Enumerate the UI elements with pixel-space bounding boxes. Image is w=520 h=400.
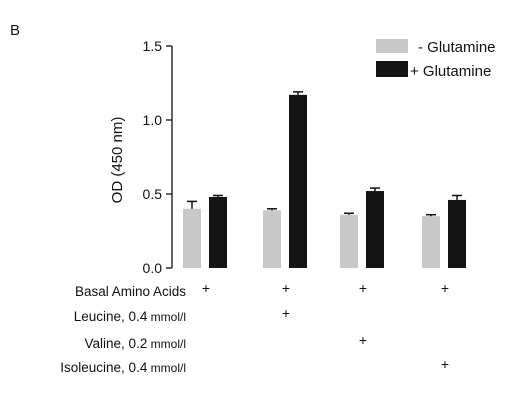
condition-label: Isoleucine, 0.4 mmol/l [60,360,186,375]
condition-label: Leucine, 0.4 mmol/l [74,309,186,324]
bar-plus-glutamine [448,199,466,268]
condition-marker: + [359,332,367,348]
bar-minus-glutamine [263,210,281,268]
bar-minus-glutamine [422,216,440,268]
bar-plus-glutamine [289,94,307,268]
y-tick-label: 0.0 [143,260,163,276]
condition-label: Valine, 0.2 mmol/l [85,336,186,351]
legend-label-plus-glutamine: + Glutamine [410,63,491,80]
y-tick-label: 1.5 [143,38,163,54]
panel-label: B [10,22,20,39]
condition-table: Basal Amino Acids + + + + Leucine, 0.4 mmol/l… [60,280,449,375]
bar-minus-glutamine [340,214,358,268]
condition-marker: + [282,305,290,321]
condition-marker: + [441,356,449,372]
legend-swatch-minus-glutamine [376,39,408,53]
y-ticks: 0.0 0.5 1.0 1.5 [143,38,172,276]
legend: - Glutamine + Glutamine [376,39,496,80]
y-axis-title: OD (450 nm) [109,117,126,204]
condition-marker: + [282,280,290,296]
bar-plus-glutamine [209,196,227,268]
legend-swatch-plus-glutamine [376,61,408,77]
y-tick-label: 0.5 [143,186,163,202]
bars [183,91,466,268]
condition-marker: + [359,280,367,296]
condition-marker: + [202,280,210,296]
bar-minus-glutamine [183,208,201,268]
condition-marker: + [441,280,449,296]
legend-label-minus-glutamine: - Glutamine [418,39,496,56]
condition-label: Basal Amino Acids [75,284,186,299]
y-tick-label: 1.0 [143,112,163,128]
bar-plus-glutamine [366,191,384,268]
